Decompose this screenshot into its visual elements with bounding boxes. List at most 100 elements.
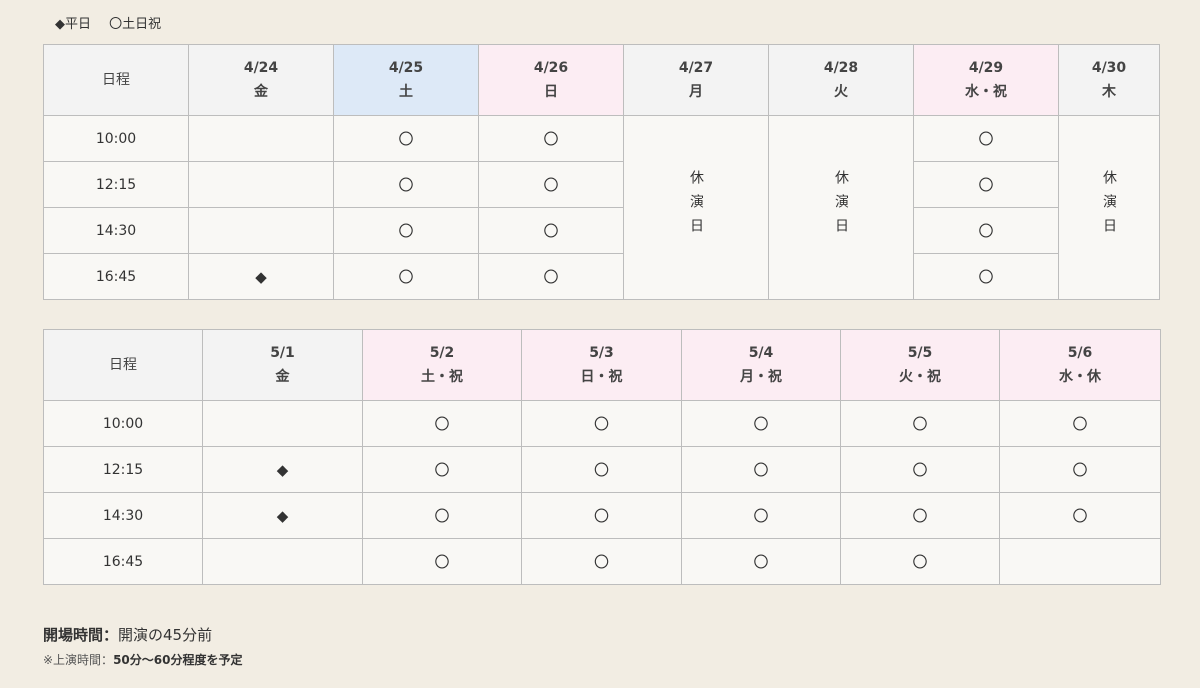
legend-weekday: ◆平日 [55, 17, 91, 32]
holiday-performance-cell: 〇 [521, 446, 682, 493]
holiday-performance-cell: 〇 [913, 207, 1059, 254]
date-label: 4/28 [823, 60, 859, 76]
header-date: 4/25 土 [333, 44, 479, 116]
header-date: 4/28 火 [768, 44, 914, 116]
header-date: 5/1 金 [202, 329, 363, 401]
empty-cell [188, 207, 334, 254]
date-label: 4/24 [243, 60, 279, 76]
holiday-performance-cell: 〇 [362, 538, 522, 585]
holiday-performance-cell: 〇 [478, 207, 624, 254]
open-time-note: 開場時間：開演の45分前 [43, 624, 242, 645]
weekday-label: 水・休 [1059, 369, 1101, 385]
empty-cell [999, 538, 1161, 585]
date-label: 5/4 [748, 345, 774, 361]
holiday-performance-cell: 〇 [681, 538, 841, 585]
holiday-performance-cell: 〇 [362, 492, 522, 539]
date-label: 5/6 [1067, 345, 1093, 361]
header-date: 5/6 水・休 [999, 329, 1161, 401]
header-date: 4/26 日 [478, 44, 624, 116]
holiday-performance-cell: 〇 [362, 400, 522, 447]
notes: 開場時間：開演の45分前 ※上演時間：50分〜60分程度を予定 [43, 624, 242, 668]
date-label: 4/25 [388, 60, 424, 76]
holiday-performance-cell: 〇 [840, 446, 1000, 493]
empty-cell [188, 161, 334, 208]
date-label: 4/27 [678, 60, 714, 76]
runtime-label: ※上演時間： [43, 653, 114, 667]
holiday-performance-cell: 〇 [999, 446, 1161, 493]
date-label: 5/3 [589, 345, 614, 361]
weekday-label: 火・祝 [899, 369, 941, 385]
holiday-performance-cell: 〇 [521, 492, 682, 539]
holiday-performance-cell: 〇 [913, 253, 1059, 300]
weekday-label: 月・祝 [740, 369, 782, 385]
holiday-performance-cell: 〇 [913, 161, 1059, 208]
time-cell: 12:15 [43, 446, 203, 493]
runtime-value: 50分〜60分程度を予定 [113, 653, 243, 667]
holiday-performance-cell: 〇 [333, 207, 479, 254]
weekday-label: 日・祝 [580, 369, 623, 385]
weekday-performance-cell: ◆ [202, 492, 363, 539]
weekday-label: 木 [1102, 84, 1116, 100]
rest-day-cell: 休演日 [1058, 115, 1160, 300]
weekday-label: 月 [689, 84, 703, 100]
weekday-label: 金 [254, 84, 268, 100]
table-row: 16:45 ◆ 〇〇〇 [43, 253, 1160, 300]
weekday-performance-cell: ◆ [202, 446, 363, 493]
open-time-value: 開演の45分前 [118, 626, 213, 644]
date-label: 4/26 [533, 60, 569, 76]
schedule-table-april: 日程 4/24 金 4/25 土 4/26 日 4/27 月 4/28 火 4/29 水・祝 4/30 木 1… [43, 44, 1160, 300]
table-row: 10:00 〇〇〇〇〇 [43, 400, 1161, 447]
holiday-performance-cell: 〇 [333, 115, 479, 162]
holiday-performance-cell: 〇 [681, 492, 841, 539]
weekday-label: 金 [275, 369, 290, 385]
header-date: 5/2 土・祝 [362, 329, 522, 401]
holiday-performance-cell: 〇 [999, 400, 1161, 447]
date-label: 5/5 [907, 345, 933, 361]
rest-day-cell: 休演日 [623, 115, 769, 300]
holiday-performance-cell: 〇 [999, 492, 1161, 539]
weekday-performance-cell: ◆ [188, 253, 334, 300]
holiday-performance-cell: 〇 [913, 115, 1059, 162]
header-date: 4/29 水・祝 [913, 44, 1059, 116]
header-date: 4/27 月 [623, 44, 769, 116]
weekday-label: 日 [544, 84, 558, 100]
header-date: 4/30 木 [1058, 44, 1160, 116]
header-date: 5/5 火・祝 [840, 329, 1000, 401]
holiday-performance-cell: 〇 [478, 161, 624, 208]
date-label: 4/30 [1091, 60, 1127, 76]
holiday-performance-cell: 〇 [681, 400, 841, 447]
holiday-performance-cell: 〇 [521, 400, 682, 447]
rest-day-label: 休演日 [1101, 169, 1117, 242]
date-label: 4/29 [968, 60, 1004, 76]
empty-cell [188, 115, 334, 162]
holiday-performance-cell: 〇 [840, 492, 1000, 539]
date-label: 5/1 [270, 345, 295, 361]
time-cell: 10:00 [43, 400, 203, 447]
time-cell: 16:45 [43, 253, 189, 300]
holiday-performance-cell: 〇 [521, 538, 682, 585]
empty-cell [202, 400, 363, 447]
runtime-note: ※上演時間：50分〜60分程度を予定 [43, 651, 242, 668]
table-row: 12:15 ◆ 〇〇〇〇〇 [43, 446, 1161, 493]
rest-day-label: 休演日 [833, 169, 849, 242]
holiday-performance-cell: 〇 [681, 446, 841, 493]
holiday-performance-cell: 〇 [333, 161, 479, 208]
header-date: 5/4 月・祝 [681, 329, 841, 401]
open-time-label: 開場時間： [43, 626, 119, 644]
weekday-label: 土 [399, 84, 413, 100]
weekday-label: 土・祝 [421, 369, 463, 385]
holiday-performance-cell: 〇 [333, 253, 479, 300]
holiday-performance-cell: 〇 [840, 538, 1000, 585]
header-date: 5/3 日・祝 [521, 329, 682, 401]
time-cell: 14:30 [43, 207, 189, 254]
holiday-performance-cell: 〇 [478, 115, 624, 162]
header-date: 4/24 金 [188, 44, 334, 116]
holiday-performance-cell: 〇 [840, 400, 1000, 447]
time-cell: 10:00 [43, 115, 189, 162]
time-cell: 12:15 [43, 161, 189, 208]
legend: ◆平日 〇土日祝 [55, 13, 175, 32]
rest-day-label: 休演日 [688, 169, 704, 242]
weekday-label: 水・祝 [965, 84, 1007, 100]
table-row: 14:30 ◆ 〇〇〇〇〇 [43, 492, 1161, 539]
table-row: 12:15 〇〇〇 [43, 161, 1160, 208]
